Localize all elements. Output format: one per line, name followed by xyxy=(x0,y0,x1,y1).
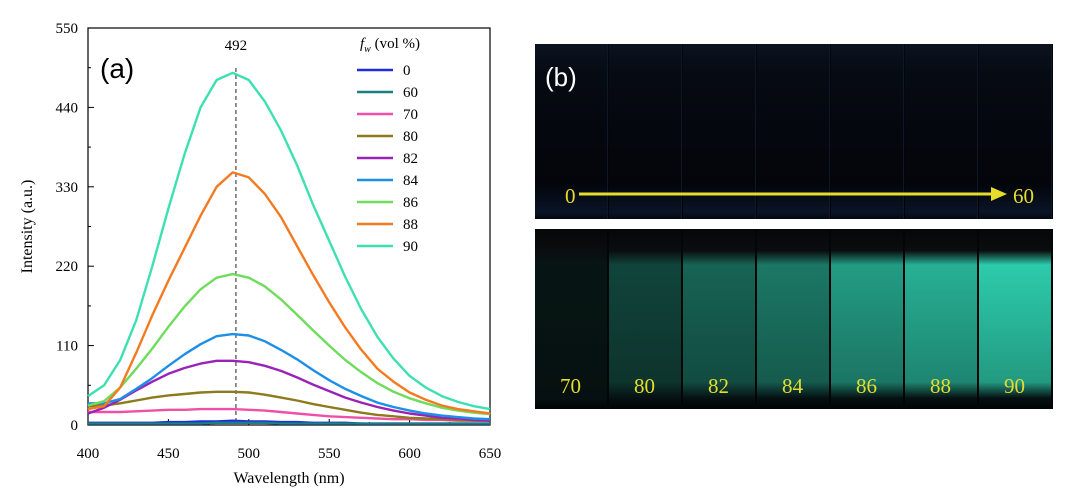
x-tick-label: 600 xyxy=(398,446,421,462)
vial-bottom xyxy=(831,229,903,409)
vial-label-90: 90 xyxy=(1004,374,1025,398)
vial-row-top xyxy=(535,44,1053,219)
series-line-82 xyxy=(87,359,491,422)
top-start-label: 0 xyxy=(565,184,576,208)
vial-label-86: 86 xyxy=(856,374,877,398)
series-line-88 xyxy=(87,171,491,415)
vial-label-88: 88 xyxy=(930,374,951,398)
y-tick-label: 0 xyxy=(71,418,79,434)
vial-top xyxy=(683,44,756,219)
x-tick-label: 450 xyxy=(157,446,180,462)
vial-top xyxy=(905,44,978,219)
vial-top xyxy=(535,44,608,219)
vial-photo-top: (b) 0 60 xyxy=(535,44,1053,219)
vial-top xyxy=(609,44,682,219)
legend-title: fw (vol %) xyxy=(360,36,420,55)
x-tick-label: 500 xyxy=(238,446,261,462)
legend-entry-82: 82 xyxy=(403,151,418,167)
vial-bottom xyxy=(979,229,1051,409)
top-end-label: 60 xyxy=(1013,184,1034,208)
legend-entry-84: 84 xyxy=(403,173,419,189)
vial-label-84: 84 xyxy=(782,374,803,398)
arrow-right-icon xyxy=(579,187,1007,201)
legend-entry-70: 70 xyxy=(403,107,418,123)
y-axis-label: Intensity (a.u.) xyxy=(19,180,36,274)
vial-photo-bottom: 70 80 82 84 86 88 90 xyxy=(535,229,1053,409)
vial-bottom xyxy=(609,229,681,409)
vial-bottom xyxy=(535,229,607,409)
vial-label-70: 70 xyxy=(560,374,581,398)
vial-top xyxy=(831,44,904,219)
vial-bottom xyxy=(905,229,977,409)
vial-label-80: 80 xyxy=(634,374,655,398)
series-line-70 xyxy=(88,407,490,422)
series-line-84 xyxy=(88,332,491,421)
vial-top xyxy=(757,44,830,219)
legend-entry-90: 90 xyxy=(403,239,418,255)
y-tick-label: 550 xyxy=(56,21,79,37)
series-line-60 xyxy=(88,421,490,425)
vial-bottom xyxy=(683,229,755,409)
series-line-90 xyxy=(87,71,491,411)
series-line-80 xyxy=(87,390,490,422)
series-line-86 xyxy=(87,272,491,416)
legend-entry-60: 60 xyxy=(403,85,418,101)
y-tick-label: 330 xyxy=(56,180,79,196)
plot-frame xyxy=(87,27,491,426)
y-tick-label: 440 xyxy=(56,100,79,116)
vial-bottom xyxy=(757,229,829,409)
peak-marker-label: 492 xyxy=(225,38,248,54)
x-tick-label: 400 xyxy=(77,446,100,462)
legend-entry-86: 86 xyxy=(403,195,419,211)
x-tick-label: 550 xyxy=(318,446,341,462)
panel-a-label: (a) xyxy=(100,53,134,84)
emission-spectrum-chart: 400 450 500 550 600 6500110220330440550Wavele… xyxy=(19,21,502,487)
x-axis-label: Wavelength (nm) xyxy=(233,470,344,487)
vial-label-82: 82 xyxy=(708,374,729,398)
legend-entry-0: 0 xyxy=(403,63,411,79)
x-tick-label: 650 xyxy=(479,446,502,462)
panel-b-label: (b) xyxy=(545,62,577,92)
y-tick-label: 110 xyxy=(56,339,78,355)
legend-entry-80: 80 xyxy=(403,129,418,145)
legend-entry-88: 88 xyxy=(403,217,418,233)
y-tick-label: 220 xyxy=(56,259,79,275)
vial-row-bottom: 70 80 82 84 86 88 90 xyxy=(535,229,1053,409)
